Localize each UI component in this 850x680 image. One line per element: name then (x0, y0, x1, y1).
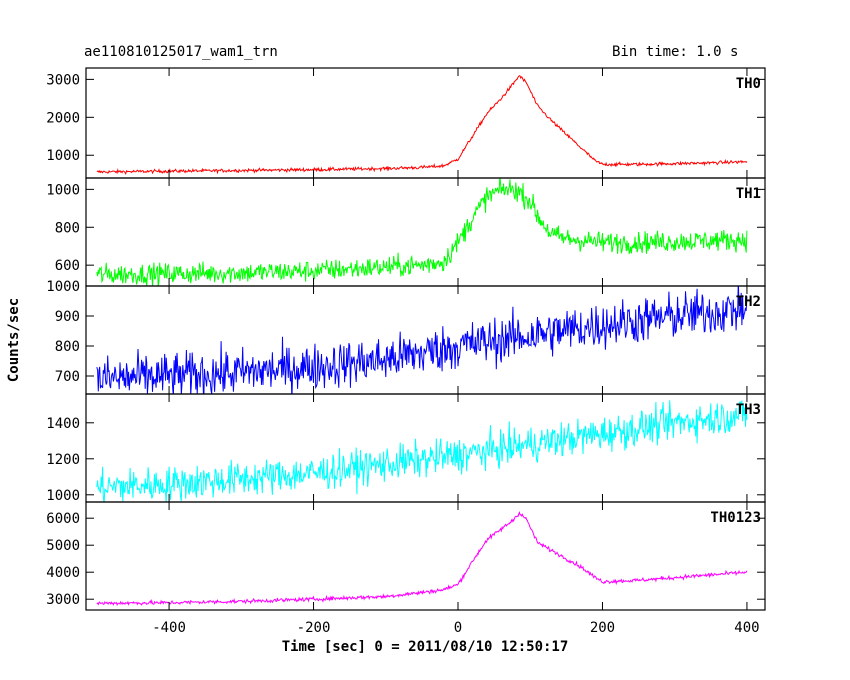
y-tick-label: 5000 (46, 538, 80, 554)
panel-label-th3: TH3 (736, 402, 761, 418)
chart-title-right: Bin time: 1.0 s (612, 44, 739, 60)
y-tick-label: 2000 (46, 110, 80, 126)
y-tick-label: 800 (55, 339, 80, 355)
y-tick-label: 1200 (46, 452, 80, 468)
y-tick-label: 900 (55, 309, 80, 325)
x-tick-label: 200 (590, 620, 615, 636)
y-tick-label: 700 (55, 369, 80, 385)
x-tick-label: -200 (297, 620, 331, 636)
y-tick-label: 4000 (46, 565, 80, 581)
panel-frame-th2 (85, 285, 766, 395)
panel-label-th2: TH2 (736, 294, 761, 310)
series-line-th0123 (96, 511, 748, 607)
series-line-th3 (96, 400, 748, 502)
y-tick-label: 1400 (46, 416, 80, 432)
panel-frame-th0 (85, 67, 766, 179)
y-tick-label: 1000 (46, 488, 80, 504)
panel-frame-th0123 (85, 501, 766, 611)
x-tick-label: 0 (454, 620, 462, 636)
y-axis-label: Counts/sec (6, 298, 22, 382)
series-line-th1 (96, 178, 748, 286)
x-tick-label: 400 (734, 620, 759, 636)
y-tick-label: 800 (55, 220, 80, 236)
panel-frame-th1 (85, 177, 766, 287)
y-tick-label: 3000 (46, 592, 80, 608)
x-tick-label: -400 (152, 620, 186, 636)
x-axis-label: Time [sec] 0 = 2011/08/10 12:50:17 (281, 639, 569, 655)
series-line-th2 (96, 286, 748, 394)
y-tick-label: 6000 (46, 511, 80, 527)
panel-label-th0123: TH0123 (710, 510, 761, 526)
panel-label-th0: TH0 (736, 76, 761, 92)
y-tick-label: 600 (55, 258, 80, 274)
panel-label-th1: TH1 (736, 186, 761, 202)
y-tick-label: 3000 (46, 72, 80, 88)
y-tick-label: 1000 (46, 148, 80, 164)
chart-title-left: ae110810125017_wam1_trn (84, 44, 278, 60)
y-tick-label: 1000 (46, 182, 80, 198)
y-tick-label: 1000 (46, 279, 80, 295)
series-line-th0 (96, 75, 748, 175)
